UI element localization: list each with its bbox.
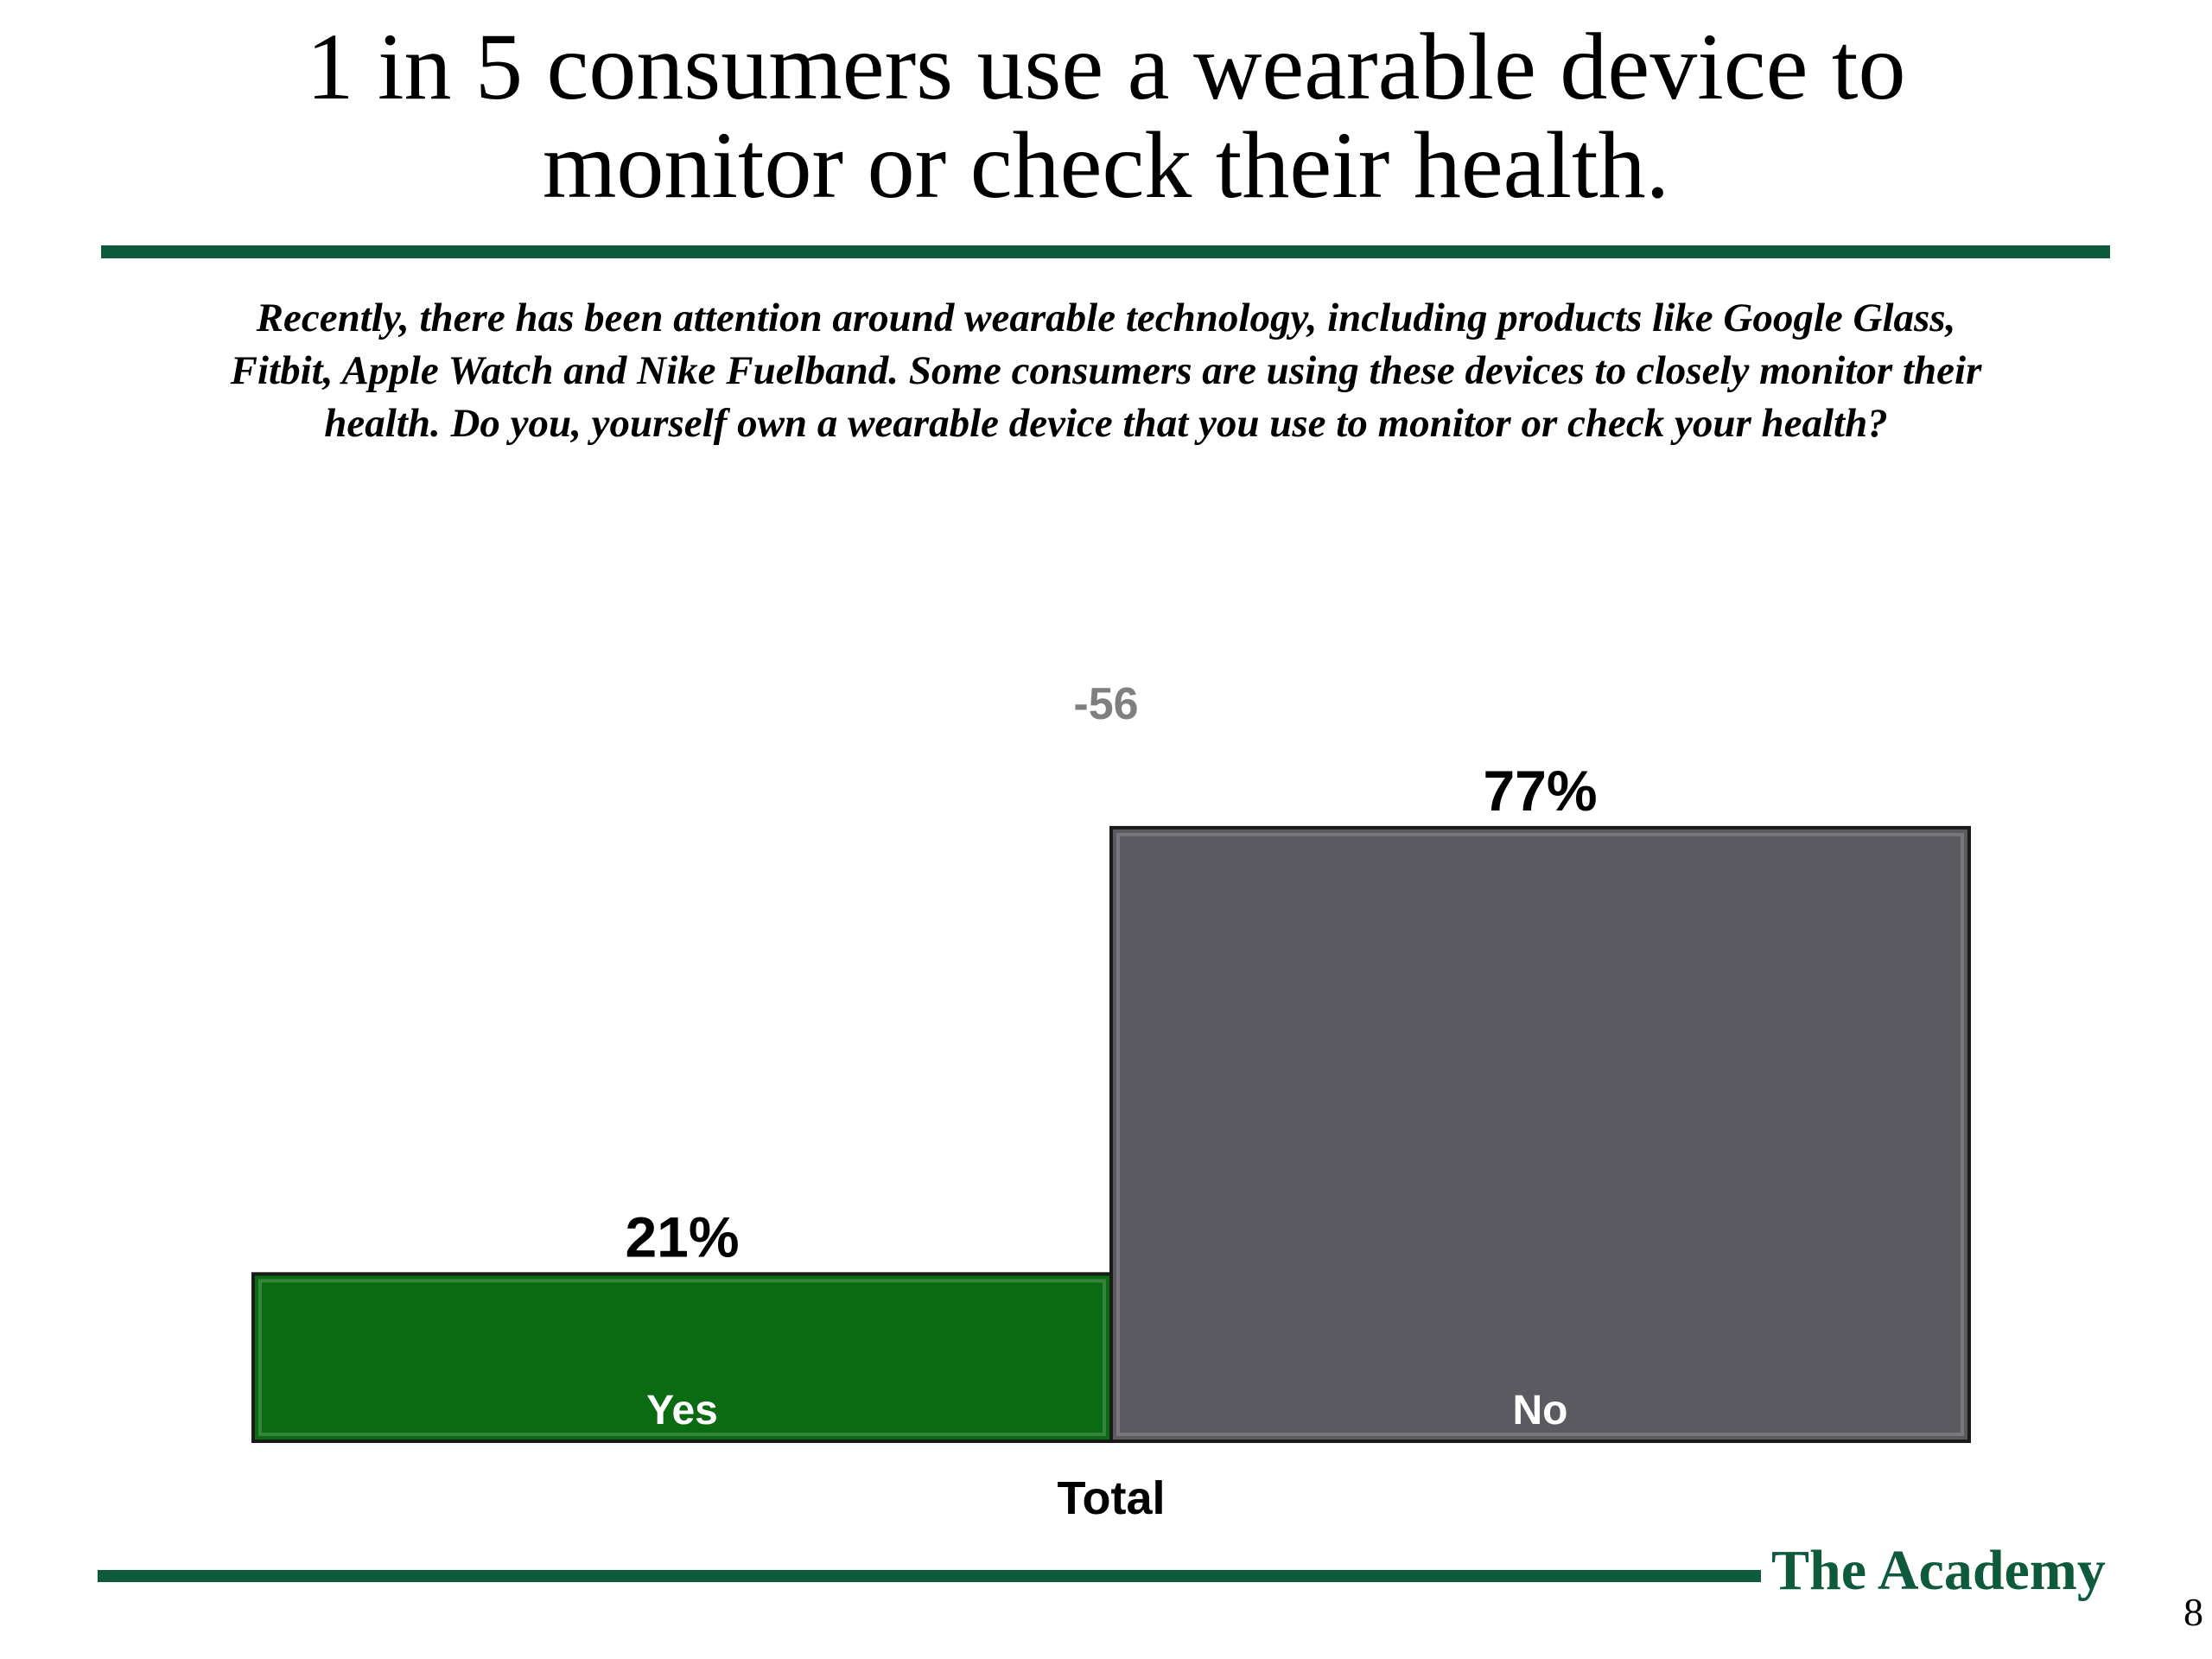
bar-no [1109,825,1971,1443]
question-line-3: health. Do you, yourself own a wearable … [324,401,1888,446]
category-label-yes: Yes [646,1388,718,1433]
survey-question: Recently, there has been attention aroun… [130,292,2082,450]
group-label-total: Total [1058,1472,1166,1524]
net-difference-label: -56 [1073,679,1138,729]
value-label-yes: 21% [625,1205,739,1268]
title-line-1: 1 in 5 consumers use a wearable device t… [306,14,1906,119]
slide-title: 1 in 5 consumers use a wearable device t… [0,17,2212,214]
page-number: 8 [2183,1590,2203,1634]
bar-bevel-yes [258,1279,1106,1437]
bar-bevel-no [1116,832,1964,1436]
value-label-no: 77% [1483,759,1597,823]
bottom-divider [98,1570,1761,1582]
question-line-2: Fitbit, Apple Watch and Nike Fuelband. S… [230,348,1982,393]
title-line-2: monitor or check their health. [542,112,1670,218]
question-line-1: Recently, there has been attention aroun… [256,296,1956,340]
top-divider [101,245,2110,258]
category-label-no: No [1513,1388,1568,1433]
brand-logo: The Academy [1771,1539,2106,1602]
